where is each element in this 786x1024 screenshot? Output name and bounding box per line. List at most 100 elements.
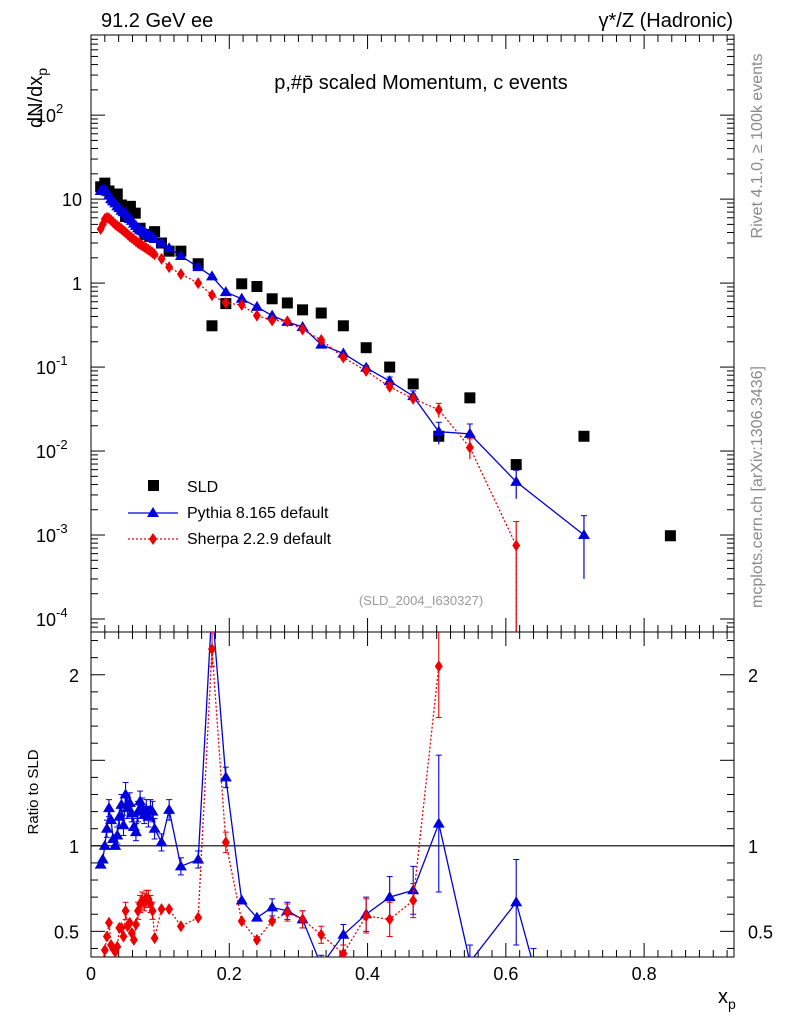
sld-point bbox=[510, 459, 522, 471]
pythia-point bbox=[205, 270, 218, 281]
sherpa-point bbox=[194, 277, 203, 290]
ratio-sherpa-point bbox=[157, 903, 166, 916]
ratio-y-tick-label: 0.5 bbox=[54, 922, 79, 942]
pythia-point bbox=[148, 232, 161, 243]
ratio-pythia-point bbox=[102, 802, 115, 813]
main-plot-marks bbox=[94, 177, 676, 632]
pythia-point bbox=[432, 425, 445, 436]
x-tick-label: 0.8 bbox=[632, 964, 657, 984]
ratio-sherpa-point bbox=[148, 904, 157, 917]
ratio-sherpa-point bbox=[97, 958, 105, 970]
ratio-sherpa-point bbox=[176, 920, 185, 933]
ratio-axis-ticks: 0.5 0.5 1 1 2 2 bbox=[54, 640, 773, 949]
ratio-sherpa-point bbox=[237, 915, 246, 928]
ratio-sherpa-point bbox=[165, 903, 174, 916]
ratio-plot-marks bbox=[94, 632, 539, 970]
pythia-point bbox=[510, 475, 523, 486]
sld-point bbox=[236, 278, 248, 290]
sld-point bbox=[337, 320, 349, 332]
ratio-pythia-point bbox=[527, 960, 539, 970]
sherpa-point bbox=[283, 315, 292, 328]
sherpa-point bbox=[165, 261, 174, 274]
ratio-pythia-point bbox=[129, 826, 142, 837]
legend-sherpa-label: Sherpa 2.2.9 default bbox=[187, 531, 332, 548]
sherpa-point bbox=[409, 392, 418, 405]
sherpa-point bbox=[252, 309, 261, 322]
sld-point bbox=[206, 320, 218, 332]
ratio-pythia-point bbox=[105, 814, 118, 825]
pythia-point bbox=[219, 286, 232, 297]
ratio-sherpa-point bbox=[119, 930, 128, 943]
sherpa-point bbox=[317, 334, 326, 347]
sld-point bbox=[266, 293, 278, 305]
ratio-pythia-point bbox=[96, 853, 109, 864]
sld-point bbox=[297, 304, 309, 316]
pythia-point bbox=[192, 261, 205, 272]
sherpa-point bbox=[157, 252, 166, 265]
ratio-sherpa-point bbox=[409, 894, 418, 907]
x-tick-label: 0 bbox=[86, 964, 96, 984]
ratio-y-tick-label: 0.5 bbox=[748, 922, 773, 942]
ratio-sherpa-point bbox=[252, 933, 261, 946]
ratio-pythia-point bbox=[510, 896, 523, 907]
ratio-sherpa-point bbox=[317, 928, 326, 941]
legend: SLD Pythia 8.165 default Sherpa 2.2.9 de… bbox=[128, 479, 332, 548]
x-axis-label: xp bbox=[718, 986, 736, 1012]
ratio-sherpa-point bbox=[125, 916, 134, 929]
ratio-sherpa-point bbox=[111, 945, 120, 957]
ratio-pythia-point bbox=[337, 928, 350, 939]
pythia-point bbox=[174, 250, 187, 261]
ratio-pythia-point bbox=[432, 817, 445, 828]
ratio-sherpa-point bbox=[194, 911, 203, 924]
y-tick-label: 10-1 bbox=[36, 353, 68, 378]
legend-pythia-label: Pythia 8.165 default bbox=[187, 505, 329, 522]
header-left: 91.2 GeV ee bbox=[101, 10, 213, 32]
sld-point bbox=[407, 378, 419, 390]
rivet-label: Rivet 4.1.0, ≥ 100k events bbox=[749, 54, 766, 239]
sld-point bbox=[360, 342, 372, 354]
sherpa-point bbox=[298, 323, 307, 336]
y-tick-label: 10 bbox=[62, 190, 82, 210]
pythia-line bbox=[100, 188, 585, 536]
ratio-y-tick-label: 2 bbox=[69, 666, 79, 686]
ratio-pythia-point bbox=[119, 788, 132, 799]
ratio-pythia-point bbox=[266, 901, 279, 912]
sld-point bbox=[99, 177, 111, 189]
legend-pythia-marker bbox=[147, 507, 159, 517]
legend-sld-label: SLD bbox=[187, 479, 218, 496]
pythia-point bbox=[577, 529, 590, 540]
sld-point bbox=[281, 297, 293, 309]
main-y-label-text: dN/dxp bbox=[25, 68, 50, 128]
ratio-series-group bbox=[94, 632, 539, 970]
ratio-pythia-point bbox=[117, 819, 130, 830]
y-tick-label: 10-3 bbox=[36, 521, 68, 546]
pythia-point bbox=[163, 242, 176, 253]
ratio-sherpa-point bbox=[121, 904, 130, 917]
sherpa-point bbox=[207, 289, 216, 302]
sld-point bbox=[251, 281, 263, 293]
ratio-sherpa-point bbox=[385, 913, 394, 926]
ratio-sherpa-point bbox=[100, 944, 109, 957]
ratio-pythia-point bbox=[134, 795, 147, 806]
ratio-pythia-point bbox=[111, 829, 124, 840]
sherpa-point bbox=[385, 380, 394, 393]
sld-point bbox=[129, 207, 141, 219]
ratio-pythia-point bbox=[383, 891, 396, 902]
sherpa-point bbox=[465, 441, 474, 454]
ratio-sherpa-point bbox=[207, 643, 216, 656]
ratio-pythia-point bbox=[94, 858, 107, 869]
ratio-sherpa-point bbox=[102, 930, 111, 943]
sherpa-point bbox=[176, 268, 185, 281]
sherpa-point bbox=[434, 403, 443, 416]
pythia-point bbox=[155, 237, 168, 248]
ratio-y-tick-label: 2 bbox=[748, 666, 758, 686]
main-y-label: dN/dxp bbox=[25, 68, 50, 128]
sld-point bbox=[384, 361, 396, 373]
ratio-pythia-point bbox=[155, 836, 168, 847]
x-tick-label: 0.6 bbox=[493, 964, 518, 984]
y-tick-label: 10-4 bbox=[36, 605, 68, 630]
ratio-sherpa-point bbox=[129, 933, 138, 946]
legend-sld-marker bbox=[148, 480, 159, 491]
